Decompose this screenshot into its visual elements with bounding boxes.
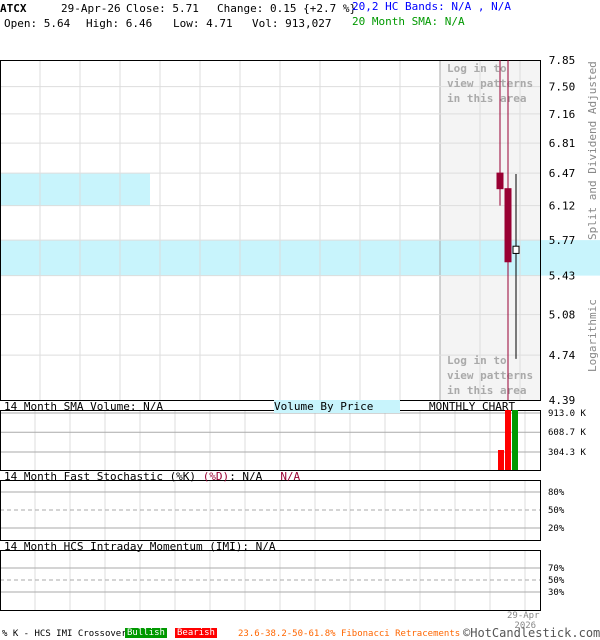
legend-fibonacci: 23.6-38.2-50-61.8% Fibonacci Retracement…	[238, 629, 461, 639]
imi-tick: 30%	[548, 588, 565, 598]
pattern-watermark: Log in to	[447, 62, 507, 75]
close: Close: 5.71	[126, 2, 199, 15]
axis-adjusted-label: Split and Dividend Adjusted	[586, 61, 599, 240]
price-tick: 7.16	[549, 108, 576, 121]
pattern-watermark: in this area	[447, 384, 526, 397]
legend-bearish: Bearish	[175, 628, 217, 638]
high: High: 6.46	[86, 17, 153, 30]
price-tick: 7.50	[549, 81, 576, 94]
pattern-area	[440, 60, 540, 400]
pattern-watermark: view patterns	[447, 77, 533, 90]
candle-body	[512, 245, 520, 254]
imi-frame	[0, 550, 541, 611]
price-tick: 7.85	[549, 54, 576, 67]
volume-bar	[512, 410, 518, 470]
volume-by-price-band	[0, 173, 150, 206]
copyright: ©HotCandlestick.com	[463, 626, 600, 640]
price-tick: 6.81	[549, 137, 576, 150]
hc-bands: 20,2 HC Bands: N/A , N/A	[352, 0, 511, 13]
sma-20: 20 Month SMA: N/A	[352, 15, 465, 28]
low: Low: 4.71	[173, 17, 233, 30]
price-tick: 4.39	[549, 394, 576, 407]
change: Change: 0.15 {+2.7 %}	[217, 2, 357, 15]
volume-frame	[0, 410, 541, 471]
volume-by-price-band	[0, 240, 600, 276]
imi-tick: 70%	[548, 564, 565, 574]
last-date-day: 29-Apr	[507, 611, 540, 621]
pattern-watermark: in this area	[447, 92, 526, 105]
legend-crossover: % K - HCS IMI Crossover,	[2, 629, 133, 639]
candle-body	[496, 172, 504, 190]
stoch-tick: 20%	[548, 524, 565, 534]
volume: Vol: 913,027	[252, 17, 332, 30]
pattern-watermark: Log in to	[447, 354, 507, 367]
open: Open: 5.64	[4, 17, 71, 30]
price-tick: 6.47	[549, 167, 576, 180]
stoch-value: : N/A	[229, 470, 263, 483]
price-tick: 6.12	[549, 200, 576, 213]
vbp-label: Volume By Price	[274, 400, 400, 413]
pattern-watermark: view patterns	[447, 369, 533, 382]
last-date-year: 2026	[514, 621, 537, 631]
symbol: ATCX	[0, 2, 27, 15]
last-date: 29-Apr 2026	[507, 611, 540, 631]
price-tick: 5.08	[549, 309, 576, 322]
price-tick: 5.77	[549, 234, 576, 247]
monthly-chart-label: MONTHLY CHART	[429, 400, 516, 413]
date: 29-Apr-26	[61, 2, 121, 15]
stoch-frame	[0, 480, 541, 541]
volume-bar	[505, 410, 511, 470]
axis-log-label: Logarithmic	[586, 299, 599, 372]
stoch-k: 14 Month Fast Stochastic (%K)	[4, 470, 203, 483]
legend-bullish: Bullish	[125, 628, 167, 638]
price-frame	[0, 60, 541, 401]
volume-tick: 608.7 K	[548, 428, 587, 438]
price-tick: 5.43	[549, 270, 576, 283]
stoch-tick: 50%	[548, 506, 565, 516]
stoch-tick: 80%	[548, 488, 565, 498]
stoch-d-value: N/A	[280, 470, 301, 483]
stoch-d: (%D)	[202, 470, 230, 483]
stoch-title: 14 Month Fast Stochastic (%K) (%D): N/A N…	[4, 470, 300, 483]
volume-title: 14 Month SMA Volume: N/A	[4, 400, 163, 413]
candle-body	[504, 188, 512, 263]
price-tick: 4.74	[549, 349, 576, 362]
imi-title: 14 Month HCS Intraday Momentum (IMI): N/…	[4, 540, 276, 553]
volume-tick: 304.3 K	[548, 448, 587, 458]
volume-tick: 913.0 K	[548, 409, 587, 419]
imi-tick: 50%	[548, 576, 565, 586]
volume-bar	[498, 450, 504, 470]
